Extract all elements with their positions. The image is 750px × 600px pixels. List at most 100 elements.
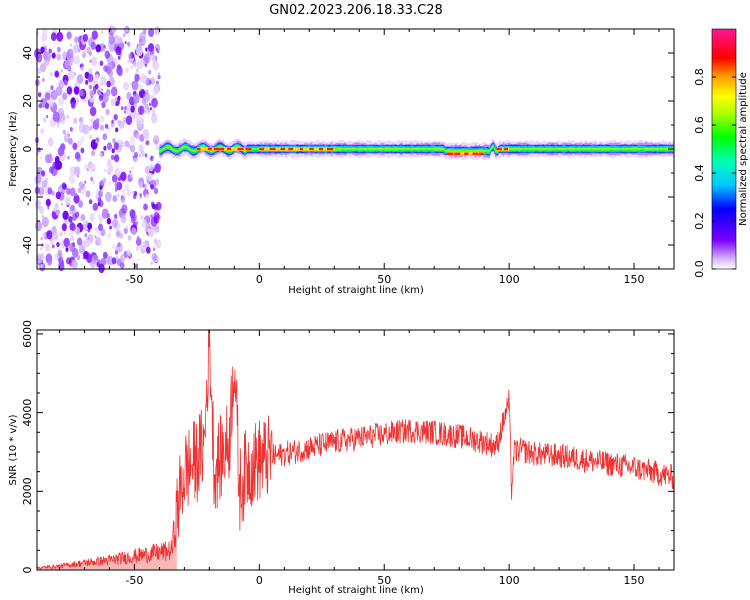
y-tick-label: 0 <box>21 567 34 574</box>
noise-blob <box>48 137 54 145</box>
peak-segment <box>220 147 224 151</box>
noise-blob <box>80 66 84 71</box>
noise-blob <box>138 105 145 115</box>
y-tick-label: 20 <box>21 94 34 108</box>
noise-blob <box>42 232 46 239</box>
noise-blob <box>88 85 92 90</box>
noise-blob <box>131 262 134 266</box>
noise-blob <box>132 93 140 104</box>
noise-blob <box>75 192 78 197</box>
noise-blob <box>143 203 148 211</box>
noise-blob <box>109 225 112 230</box>
noise-blob <box>152 135 160 145</box>
noise-blob <box>53 207 57 213</box>
noise-blob <box>58 79 65 89</box>
noise-blob <box>115 127 119 133</box>
noise-blob <box>148 69 152 75</box>
noise-blob <box>90 118 94 123</box>
noise-blob <box>70 235 75 242</box>
noise-blob <box>94 227 98 232</box>
noise-blob <box>61 202 63 206</box>
noise-blob <box>116 258 122 266</box>
noise-blob <box>126 249 132 257</box>
noise-blob <box>148 43 155 52</box>
noise-blob <box>71 102 76 109</box>
noise-blob <box>75 96 79 102</box>
noise-blob <box>76 74 84 85</box>
signal-band <box>159 137 674 161</box>
peak-segment <box>454 152 461 155</box>
noise-blob <box>104 123 109 129</box>
noise-blob <box>125 67 129 73</box>
noise-blob <box>40 46 45 53</box>
noise-blob <box>79 184 87 195</box>
noise-blob <box>139 38 143 43</box>
noise-blob <box>68 137 73 145</box>
snr-line <box>36 329 674 570</box>
noise-blob <box>147 172 153 181</box>
noise-blob <box>69 242 76 252</box>
noise-blob <box>117 193 120 198</box>
noise-blob <box>151 252 158 262</box>
peak-segment <box>299 147 303 151</box>
noise-blob <box>158 72 161 76</box>
noise-blob <box>140 73 147 84</box>
noise-blob <box>108 181 112 186</box>
noise-blob <box>142 129 150 140</box>
noise-blob <box>111 218 118 228</box>
noise-blob <box>111 119 114 124</box>
colorbar-label: Normalized spectral amplitude <box>738 72 749 226</box>
noise-blob <box>85 190 91 198</box>
noise-blob <box>129 170 132 174</box>
noise-blob <box>92 202 99 211</box>
noise-blob <box>41 216 49 228</box>
colorbar: 0.0 0.2 0.4 0.6 0.8 Normalized spectral ampl… <box>693 28 749 278</box>
noise-blob <box>46 114 49 119</box>
noise-blob <box>90 252 93 256</box>
noise-blob <box>113 35 121 45</box>
noise-blob <box>62 210 69 220</box>
noise-blob <box>51 244 55 249</box>
noise-blob <box>108 164 114 173</box>
x-tick-label: 150 <box>624 273 645 286</box>
noise-blob <box>63 237 70 248</box>
noise-blob <box>137 44 142 52</box>
noise-blob <box>129 136 136 145</box>
peak-segment <box>227 147 232 151</box>
noise-blob <box>130 144 136 153</box>
noise-blob <box>76 237 83 246</box>
noise-blob <box>130 105 135 113</box>
noise-blob <box>123 227 128 235</box>
noise-blob <box>119 233 124 239</box>
noise-blob <box>111 257 117 265</box>
noise-blob <box>148 163 154 172</box>
noise-blob <box>52 231 59 241</box>
noise-blob <box>130 65 134 69</box>
noise-blob <box>106 217 112 225</box>
noise-blob <box>41 170 46 177</box>
noise-blob <box>124 140 130 148</box>
noise-blob <box>46 153 54 164</box>
peak-segment <box>237 147 244 151</box>
colorbar-gradient <box>712 29 736 269</box>
noise-blob <box>66 48 74 59</box>
noise-blob <box>124 106 127 110</box>
noise-blob <box>40 237 43 241</box>
noise-blob <box>127 41 131 47</box>
noise-blob <box>98 190 103 198</box>
noise-blob <box>44 243 51 252</box>
x-tick-label: -50 <box>125 574 143 587</box>
noise-blob <box>133 194 137 200</box>
y-tick-label: -20 <box>21 188 34 206</box>
noise-blob <box>117 68 123 77</box>
noise-blob <box>82 33 89 42</box>
noise-blob <box>55 191 61 200</box>
noise-blob <box>76 229 80 234</box>
noise-blob <box>154 163 161 173</box>
noise-blob <box>66 187 71 195</box>
noise-blob <box>117 95 121 101</box>
noise-blob <box>75 211 80 218</box>
noise-blob <box>117 55 121 60</box>
noise-blob <box>74 166 81 176</box>
noise-blob <box>135 221 139 226</box>
